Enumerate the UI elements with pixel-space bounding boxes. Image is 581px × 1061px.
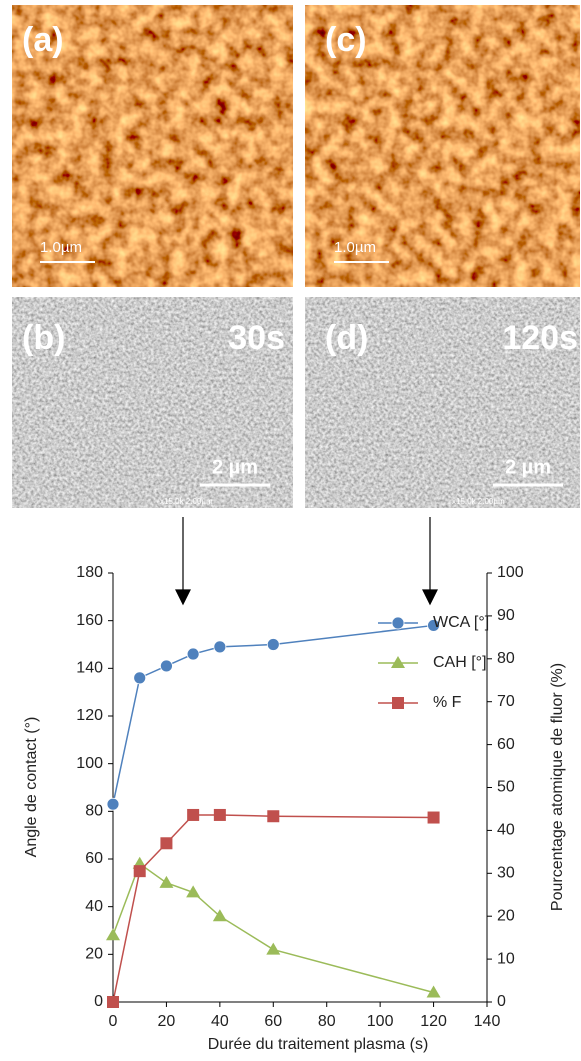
panel-c: (c) 1.0µm (305, 5, 580, 287)
x-tick-label: 0 (109, 1013, 118, 1030)
y2-axis-title: Pourcentage atomique de fluor (%) (549, 663, 566, 911)
y2-tick-label: 30 (497, 865, 515, 882)
x-tick-label: 140 (474, 1013, 501, 1030)
marker (427, 811, 440, 824)
x-tick-label: 120 (420, 1013, 447, 1030)
y2-tick-label: 0 (497, 993, 506, 1010)
panel-label: (d) (325, 319, 368, 357)
arrows (175, 517, 438, 606)
marker (212, 909, 227, 922)
y2-tick-label: 80 (497, 650, 515, 667)
scale-label: 1.0µm (334, 239, 376, 256)
marker (106, 928, 120, 941)
legend-label: WCA [°] (433, 614, 489, 631)
sem-info: x15.0k 2.00µm (452, 497, 505, 506)
afm-image (12, 5, 293, 287)
series-line (112, 624, 434, 805)
x-tick-label: 40 (211, 1013, 229, 1030)
marker (133, 865, 146, 878)
marker (427, 619, 440, 632)
legend-marker (392, 697, 404, 709)
legend-marker (391, 656, 405, 668)
scale-label: 2 µm (212, 456, 258, 478)
x-tick-label: 20 (158, 1013, 176, 1030)
panel-label: (b) (22, 319, 65, 357)
sem-info: x15.0k 2.00µm (160, 497, 213, 506)
y2-tick-label: 60 (497, 736, 515, 753)
arrow-head (175, 589, 191, 606)
legend-label: CAH [°] (433, 654, 487, 671)
marker (426, 985, 441, 998)
x-tick-label: 100 (367, 1013, 394, 1030)
time-label: 30s (228, 319, 285, 357)
panel-label: (c) (325, 21, 367, 59)
y-tick-label: 180 (76, 564, 103, 581)
marker (213, 808, 226, 821)
y-tick-label: 20 (85, 946, 103, 963)
y2-tick-label: 40 (497, 822, 515, 839)
y-tick-label: 60 (85, 850, 103, 867)
x-tick-label: 60 (264, 1013, 282, 1030)
scale-label: 2 µm (505, 456, 551, 478)
marker (160, 659, 173, 673)
marker (267, 810, 280, 823)
y2-tick-label: 50 (497, 779, 515, 796)
marker (266, 638, 280, 651)
marker (186, 647, 200, 661)
afm-image (305, 5, 580, 287)
y-tick-label: 40 (85, 898, 103, 915)
panel-d: (d) 120s 2 µm x15.0k 2.00µm (305, 297, 580, 508)
y2-tick-label: 70 (497, 693, 515, 710)
y-axis-title: Angle de contact (°) (23, 717, 40, 858)
marker (266, 942, 281, 955)
y2-tick-label: 90 (497, 607, 515, 624)
x-axis-title: Durée du traitement plasma (s) (208, 1036, 429, 1053)
marker (160, 837, 173, 850)
sem-image (305, 297, 580, 508)
y2-tick-label: 10 (497, 950, 515, 967)
y-tick-label: 80 (85, 803, 103, 820)
panel-label: (a) (22, 21, 64, 59)
panel-b: (b) 30s 2 µm x15.0k 2.00µm (12, 297, 293, 508)
marker (186, 885, 201, 898)
marker (107, 996, 119, 1008)
y2-tick-label: 100 (497, 564, 524, 581)
y-tick-label: 120 (76, 707, 103, 724)
y-tick-label: 100 (76, 755, 103, 772)
panel-a: (a) 1.0µm (12, 5, 293, 287)
series-line (112, 862, 434, 994)
legend-marker (391, 616, 405, 630)
marker (159, 875, 174, 888)
x-tick-label: 80 (318, 1013, 336, 1030)
y-tick-label: 160 (76, 612, 103, 629)
scale-label: 1.0µm (40, 239, 82, 256)
arrow-head (422, 589, 438, 606)
y-tick-label: 140 (76, 660, 103, 677)
legend-label: % F (433, 694, 462, 711)
marker (106, 797, 120, 811)
marker (187, 808, 200, 821)
marker (213, 640, 227, 654)
time-label: 120s (502, 319, 578, 357)
marker (133, 671, 147, 685)
y-tick-label: 0 (94, 993, 103, 1010)
sem-image (12, 297, 293, 508)
y2-tick-label: 20 (497, 907, 515, 924)
